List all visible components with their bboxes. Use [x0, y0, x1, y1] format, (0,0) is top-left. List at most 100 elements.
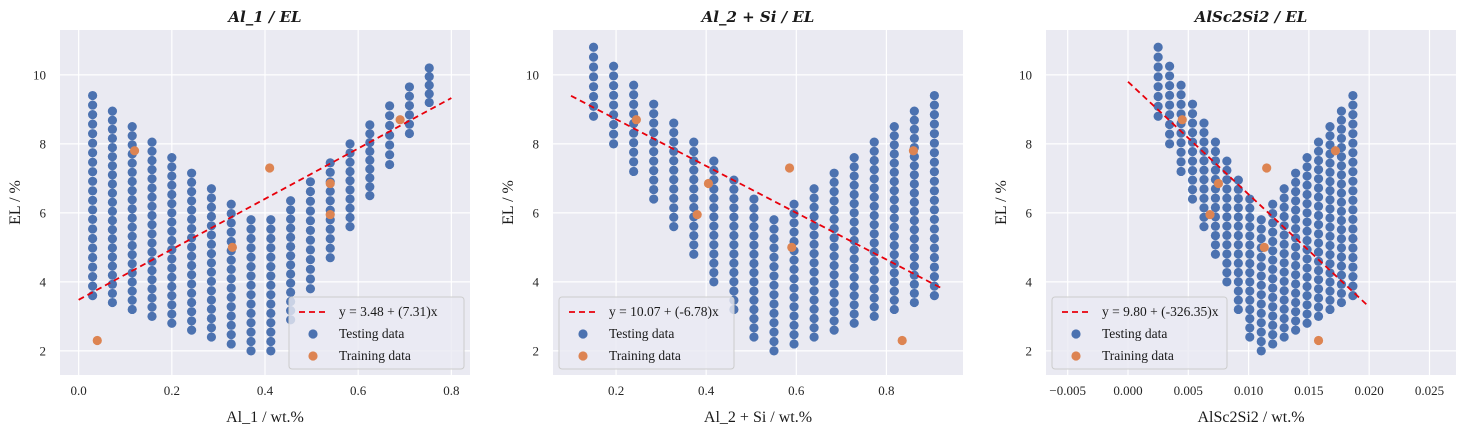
testing-data-point: [1222, 240, 1232, 250]
testing-data-point: [849, 263, 859, 273]
testing-data-point: [286, 223, 296, 233]
testing-data-point: [789, 320, 799, 330]
testing-data-point: [266, 346, 276, 356]
testing-data-point: [1222, 221, 1232, 231]
training-data-point: [325, 178, 335, 189]
testing-data-point: [424, 97, 434, 108]
legend-training-swatch: [308, 351, 318, 361]
testing-data-point: [88, 195, 98, 205]
testing-data-point: [669, 165, 679, 175]
chart-panel-2: 0.2 0.4 0.6 0.8 2 4 6 8 10 Al_2 + Si / EL Al_2 + S…: [500, 8, 963, 426]
testing-data-point: [829, 177, 839, 188]
testing-data-point: [1291, 196, 1301, 206]
testing-data-point: [1336, 188, 1347, 198]
testing-data-point: [266, 318, 276, 328]
testing-data-point: [769, 233, 779, 244]
testing-data-point: [849, 245, 859, 255]
testing-data-point: [909, 288, 919, 299]
testing-data-point: [849, 199, 859, 209]
testing-data-point: [929, 100, 939, 110]
testing-data-point: [769, 336, 779, 347]
y-tick-label: 8: [1026, 136, 1033, 151]
testing-data-point: [1336, 124, 1347, 134]
testing-data-point: [809, 249, 819, 259]
testing-data-point: [1233, 286, 1243, 296]
testing-data-point: [1199, 184, 1209, 194]
testing-data-point: [608, 90, 619, 100]
testing-data-point: [649, 194, 659, 204]
testing-data-point: [1268, 274, 1278, 284]
testing-data-point: [1302, 281, 1312, 292]
fit-line: [78, 97, 452, 301]
testing-data-point: [107, 115, 118, 125]
testing-data-point: [1187, 194, 1198, 204]
testing-data-point: [1325, 277, 1335, 287]
x-tick-label: 0.020: [1355, 383, 1384, 398]
testing-data-point: [1325, 140, 1335, 150]
testing-data-point: [286, 269, 296, 279]
testing-data-point: [869, 146, 879, 156]
testing-data-point: [809, 258, 819, 268]
testing-data-point: [424, 89, 434, 99]
testing-data-point: [1348, 148, 1358, 158]
testing-data-point: [1176, 99, 1186, 109]
testing-data-point: [127, 240, 137, 251]
testing-data-point: [266, 252, 276, 262]
testing-data-point: [187, 288, 197, 298]
testing-data-point: [1245, 332, 1255, 342]
chart-panel-1: 0.0 0.2 0.4 0.6 0.8 2 4 6 8 10 Al_1 / EL Al_1 / wt.…: [7, 8, 470, 426]
testing-data-point: [187, 205, 197, 215]
testing-data-point: [1268, 292, 1278, 302]
testing-data-point: [226, 302, 236, 312]
testing-data-point: [1268, 283, 1278, 293]
testing-data-point: [1302, 162, 1312, 172]
testing-data-point: [709, 212, 719, 222]
testing-data-point: [689, 146, 699, 157]
testing-data-point: [1153, 91, 1163, 102]
testing-data-point: [187, 242, 197, 252]
testing-data-point: [107, 261, 118, 271]
testing-data-point: [929, 167, 939, 177]
testing-data-point: [889, 158, 899, 168]
testing-data-point: [167, 235, 177, 246]
testing-data-point: [1153, 82, 1163, 92]
testing-data-point: [1256, 318, 1266, 328]
testing-data-point: [889, 122, 899, 132]
testing-data-point: [809, 221, 819, 231]
testing-data-point: [669, 156, 679, 166]
testing-data-point: [588, 52, 599, 62]
testing-data-point: [1153, 62, 1163, 72]
testing-data-point: [365, 173, 375, 183]
testing-data-point: [889, 140, 899, 150]
testing-data-point: [909, 170, 919, 180]
testing-data-point: [305, 264, 316, 274]
legend-testing-swatch: [1071, 329, 1081, 339]
testing-data-point: [588, 111, 599, 121]
testing-data-point: [1279, 323, 1289, 333]
testing-data-point: [206, 211, 217, 222]
testing-data-point: [849, 171, 859, 181]
testing-data-point: [669, 184, 679, 194]
testing-data-point: [1325, 158, 1335, 168]
testing-data-point: [1233, 304, 1243, 315]
testing-data-point: [1199, 156, 1209, 166]
testing-data-point: [1199, 118, 1209, 128]
testing-data-point: [829, 251, 839, 261]
testing-data-point: [1302, 291, 1312, 301]
testing-data-point: [1291, 205, 1301, 215]
testing-data-point: [1199, 137, 1209, 147]
testing-data-point: [749, 314, 759, 324]
testing-data-point: [206, 267, 217, 277]
testing-data-point: [147, 220, 157, 230]
testing-data-point: [127, 249, 137, 260]
testing-data-point: [187, 270, 197, 280]
testing-data-point: [1233, 230, 1243, 241]
testing-data-point: [689, 165, 699, 175]
testing-data-point: [929, 90, 939, 101]
testing-data-point: [1325, 295, 1335, 305]
testing-data-point: [246, 336, 256, 347]
testing-data-point: [187, 297, 197, 308]
legend: y = 3.48 + (7.31)x Testing data Training d…: [288, 296, 465, 370]
testing-data-point: [1165, 100, 1175, 110]
testing-data-point: [167, 281, 177, 292]
